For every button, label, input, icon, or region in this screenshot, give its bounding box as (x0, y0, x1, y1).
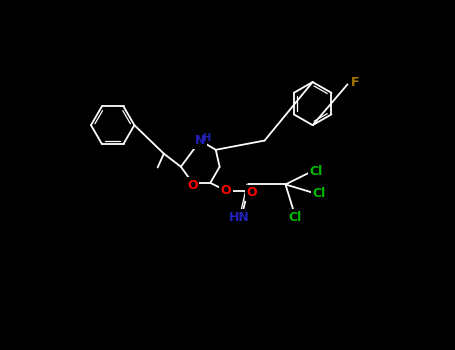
Text: O: O (187, 179, 198, 192)
Text: HN: HN (228, 211, 249, 224)
Text: Cl: Cl (310, 165, 323, 178)
Text: H: H (202, 133, 211, 143)
Text: O: O (247, 187, 258, 199)
Text: Cl: Cl (312, 187, 325, 200)
Text: O: O (221, 184, 231, 197)
Text: F: F (351, 76, 359, 89)
Text: N: N (195, 134, 206, 147)
Text: Cl: Cl (288, 211, 301, 224)
